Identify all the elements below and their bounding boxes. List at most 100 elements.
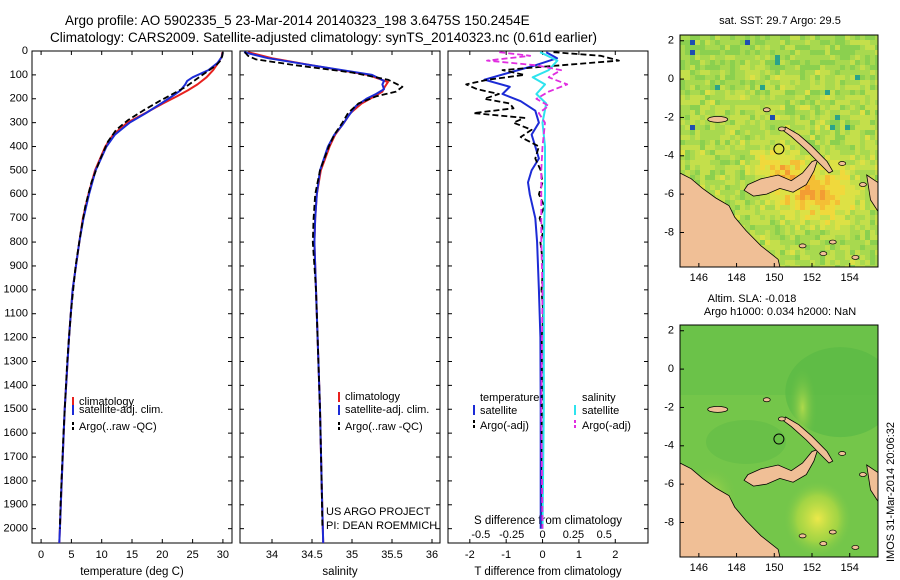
sst-cell	[800, 75, 805, 80]
sst-cell	[785, 260, 790, 265]
sst-cell	[865, 255, 870, 260]
sst-cell	[735, 130, 740, 135]
sst-cell	[740, 85, 745, 90]
sst-cell	[725, 110, 730, 115]
sst-cell	[860, 195, 865, 200]
sst-cell	[750, 205, 755, 210]
sst-cell	[830, 245, 835, 250]
sst-cell	[815, 260, 820, 265]
sst-cell	[875, 140, 878, 145]
sst-cell	[685, 170, 690, 175]
sst-cell	[720, 150, 725, 155]
sst-cell	[810, 215, 815, 220]
sst-cell	[700, 170, 705, 175]
sst-cell	[735, 55, 740, 60]
sst-cell	[705, 75, 710, 80]
sst-cell	[715, 150, 720, 155]
sst-cell	[725, 60, 730, 65]
sst-cell	[725, 45, 730, 50]
sst-cell	[850, 200, 855, 205]
sst-cell	[840, 260, 845, 265]
sst-cell	[695, 115, 700, 120]
sst-cell	[770, 135, 775, 140]
legend-argo-label: Argo(..raw -QC)	[79, 421, 157, 433]
sst-cell	[820, 205, 825, 210]
y-tick-label: 300	[10, 117, 28, 129]
sst-cell	[730, 150, 735, 155]
sst-cell	[700, 155, 705, 160]
sst-cell	[715, 130, 720, 135]
sst-cell	[815, 105, 820, 110]
sst-cell	[830, 110, 835, 115]
sst-cell	[765, 145, 770, 150]
sst-cell	[705, 165, 710, 170]
sst-cell	[800, 200, 805, 205]
map-y-tick-label: 2	[668, 325, 674, 337]
sst-cell	[760, 230, 765, 235]
y-tick-label: 1800	[4, 475, 28, 487]
sst-cell	[710, 120, 715, 125]
sst-cell	[790, 90, 795, 95]
sst-cell	[805, 75, 810, 80]
sst-cell	[730, 80, 735, 85]
sst-cell	[835, 95, 840, 100]
sst-cell	[830, 45, 835, 50]
sst-cell	[815, 230, 820, 235]
sst-cell	[800, 40, 805, 45]
sst-cell	[775, 165, 780, 170]
sst-cell	[835, 160, 840, 165]
sst-cell	[760, 80, 765, 85]
sst-cell	[680, 145, 685, 150]
sst-cell	[850, 250, 855, 255]
sst-cell	[780, 95, 785, 100]
sst-cell	[830, 260, 835, 265]
sst-cell	[865, 220, 870, 225]
sst-cell	[700, 150, 705, 155]
y-tick-label: 600	[10, 188, 28, 200]
sst-cell	[805, 110, 810, 115]
sst-cell	[685, 80, 690, 85]
sst-cell	[785, 230, 790, 235]
sst-cell	[825, 240, 830, 245]
sst-cell	[850, 105, 855, 110]
sst-cell	[720, 190, 725, 195]
sst-cell	[825, 210, 830, 215]
sst-cell	[775, 115, 780, 120]
x-tick-label: 0	[539, 549, 545, 561]
sst-cell	[820, 95, 825, 100]
sst-cell	[850, 110, 855, 115]
sst-cell	[840, 70, 845, 75]
sst-cell	[775, 110, 780, 115]
sst-cell	[760, 110, 765, 115]
sst-cell-cold	[760, 85, 765, 90]
sst-cell	[805, 90, 810, 95]
sst-cell	[805, 80, 810, 85]
sst-cell	[725, 200, 730, 205]
sst-cell	[830, 175, 835, 180]
sst-cell	[840, 215, 845, 220]
sst-cell	[710, 45, 715, 50]
sst-cell	[815, 240, 820, 245]
sst-cell	[755, 160, 760, 165]
sst-cell	[820, 170, 825, 175]
legend-T-argo-label: Argo(-adj)	[480, 420, 529, 432]
sst-cell	[725, 95, 730, 100]
sst-cell	[810, 210, 815, 215]
sst-cell	[775, 220, 780, 225]
sst-cell	[690, 80, 695, 85]
sst-cell	[705, 115, 710, 120]
sst-cell	[775, 195, 780, 200]
sst-cell	[710, 85, 715, 90]
series-line-t-satellite	[483, 51, 559, 529]
sst-cell	[780, 40, 785, 45]
temperature-legend: climatology satellite-adj. clim. Argo(..…	[72, 396, 163, 433]
sst-cell	[860, 95, 865, 100]
sst-cell	[855, 155, 860, 160]
salinity-legend: climatology satellite-adj. clim. Argo(..…	[338, 391, 429, 433]
sst-cell	[775, 205, 780, 210]
sst-cell	[850, 125, 855, 130]
sst-cell	[710, 175, 715, 180]
sst-cell	[815, 180, 820, 185]
sst-cell	[755, 65, 760, 70]
sst-cell	[735, 215, 740, 220]
